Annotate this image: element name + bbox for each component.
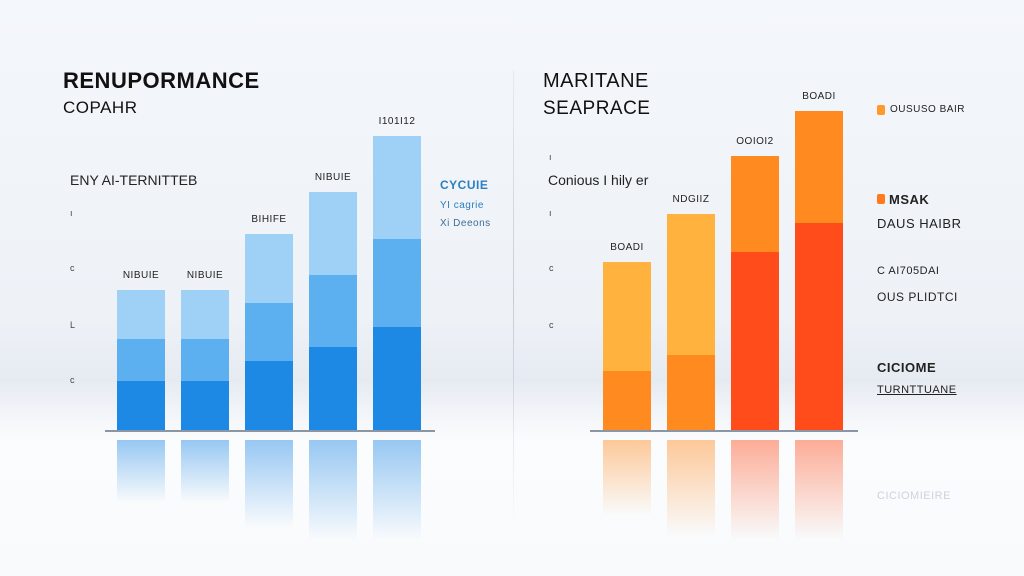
- right-data-label-3: OOIOI2: [736, 135, 774, 147]
- left-tick-1: ı: [70, 208, 73, 218]
- right-bar-reflection-4: [795, 440, 843, 540]
- right-legend-item-4-title: CICIOME: [877, 360, 937, 375]
- left-subtitle: COPAHR: [63, 98, 138, 117]
- left-bar-4: [309, 192, 357, 430]
- left-bar-reflection-5: [373, 440, 421, 540]
- left-note: ENY AI-TERNITTEB: [70, 172, 198, 188]
- right-tick-4: c: [549, 320, 554, 330]
- right-tick-1: ı: [549, 152, 552, 162]
- right-data-label-1: BOADI: [610, 242, 644, 253]
- right-data-label-2: NDGIIZ: [672, 194, 710, 206]
- left-tick-4: c: [70, 375, 75, 385]
- right-tick-3: c: [549, 263, 554, 273]
- right-bar-reflection-3: [731, 440, 779, 540]
- right-tick-2: ı: [549, 208, 552, 218]
- legend-swatch-2: [877, 194, 885, 204]
- left-bar-1: [117, 290, 165, 430]
- left-data-label-2: NIBUIE: [186, 270, 224, 281]
- reflective-floor: [0, 380, 1024, 576]
- left-baseline: [105, 430, 435, 432]
- right-bar-3: [731, 155, 779, 430]
- left-data-label-1: NIBUIE: [122, 270, 160, 281]
- right-bar-4: [795, 110, 843, 430]
- right-legend-item-4-sub: TURNTTUANE: [877, 384, 957, 396]
- right-legend-item-2-sub: DAUS HAIBR: [877, 216, 962, 231]
- right-legend-reflection: CICIOMIEIRE: [877, 490, 951, 502]
- left-bar-reflection-3: [245, 440, 293, 529]
- left-tick-3: L: [70, 320, 76, 330]
- left-data-label-5: I101I12: [378, 116, 416, 127]
- left-data-label-3: BIHIFE: [251, 214, 287, 225]
- right-data-label-4: BOADI: [802, 90, 836, 102]
- right-title: MARITANE: [543, 70, 649, 92]
- left-bar-reflection-4: [309, 440, 357, 540]
- panel-divider: [513, 70, 514, 530]
- left-legend-item-1: YI cagrie: [440, 200, 484, 211]
- right-legend-item-2-title: MSAK: [889, 192, 930, 207]
- left-legend-title: CYCUIE: [440, 178, 489, 192]
- left-bar-3: [245, 234, 293, 430]
- right-bar-reflection-1: [603, 440, 651, 516]
- left-bar-reflection-2: [181, 440, 229, 503]
- right-bar-1: [603, 262, 651, 430]
- right-legend-item-3-sub: OUS PLIDTCI: [877, 290, 958, 304]
- right-legend-item-3: C AI705DAI: [877, 265, 940, 277]
- right-baseline: [590, 430, 858, 432]
- left-bar-2: [181, 290, 229, 430]
- right-bar-2: [667, 214, 715, 430]
- right-subtitle: SEAPRACE: [543, 98, 651, 119]
- left-bar-reflection-1: [117, 440, 165, 503]
- legend-swatch-1: [877, 105, 885, 115]
- left-data-label-4: NIBUIE: [314, 172, 352, 183]
- left-tick-2: c: [70, 263, 75, 273]
- left-bar-5: [373, 136, 421, 430]
- right-bar-reflection-2: [667, 440, 715, 538]
- right-note: Conious I hily er: [548, 172, 649, 188]
- left-title: RENUPORMANCE: [63, 68, 260, 93]
- left-legend-item-2: Xi Deeons: [440, 218, 491, 229]
- right-legend-item-1: OUSUSO BAIR: [890, 104, 965, 115]
